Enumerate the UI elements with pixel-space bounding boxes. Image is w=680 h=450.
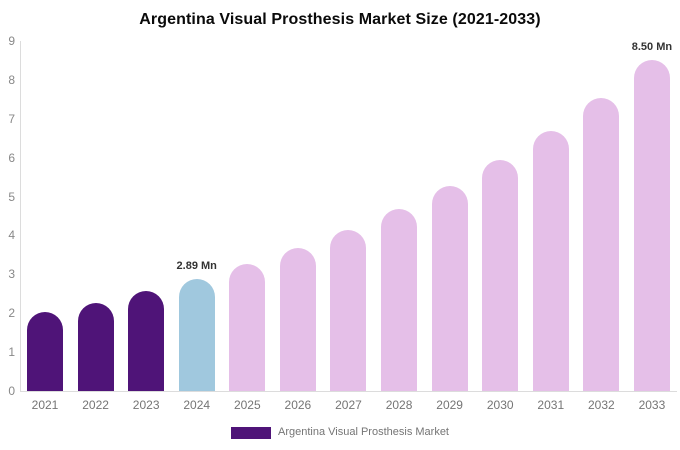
bar-2024[interactable] [178, 278, 215, 391]
x-tick-2026: 2026 [284, 398, 312, 412]
x-axis-tick-labels: 2021 2022 2023 2024 2025 2026 2027 2028 2029 2030… [21, 398, 676, 412]
y-tick-0: 0 [8, 384, 15, 398]
x-tick-2022: 2022 [82, 398, 109, 412]
y-tick-6: 6 [8, 150, 15, 165]
bar-column-2033: 8.50 Mn [628, 41, 676, 391]
bar-2021[interactable] [27, 312, 63, 391]
bar-column-2027 [324, 41, 372, 391]
legend[interactable]: Argentina Visual Prosthesis Market [0, 426, 680, 439]
bar-2032[interactable] [583, 98, 620, 391]
bar-column-2023 [122, 41, 170, 391]
x-tick-2028: 2028 [385, 398, 413, 412]
y-tick-9: 9 [8, 34, 15, 48]
y-tick-1: 1 [8, 345, 15, 360]
x-tick-2030: 2030 [486, 398, 514, 412]
x-tick-2024: 2024 [183, 398, 211, 412]
x-tick-2032: 2032 [588, 398, 615, 412]
bar-2022[interactable] [77, 302, 114, 391]
bar-2023[interactable] [128, 291, 165, 391]
bar-column-2022 [72, 41, 120, 391]
bar-2028[interactable] [381, 209, 418, 391]
bar-column-2026 [274, 41, 322, 391]
value-label-2024: 2.89 Mn [176, 259, 217, 272]
y-tick-7: 7 [8, 111, 15, 126]
bar-column-2021 [21, 41, 69, 391]
bar-column-2031 [527, 41, 575, 391]
x-tick-2023: 2023 [132, 398, 160, 412]
y-tick-3: 3 [8, 267, 15, 282]
y-tick-8: 8 [8, 72, 15, 87]
x-tick-2033: 2033 [638, 398, 666, 412]
x-tick-2025: 2025 [233, 398, 261, 412]
bar-2033[interactable] [633, 60, 670, 391]
y-axis-line [20, 41, 21, 392]
bar-2026[interactable] [279, 248, 316, 391]
bar-column-2024: 2.89 Mn [173, 41, 221, 391]
x-tick-2031: 2031 [537, 398, 565, 412]
x-tick-2027: 2027 [335, 398, 362, 412]
bar-column-2028 [375, 41, 423, 391]
bar-2025[interactable] [229, 264, 266, 391]
bar-2030[interactable] [482, 160, 519, 391]
bar-column-2030 [476, 41, 524, 391]
y-tick-2: 2 [8, 306, 15, 321]
x-axis-line [20, 391, 677, 392]
x-tick-2029: 2029 [436, 398, 463, 412]
chart-title: Argentina Visual Prosthesis Market Size … [139, 11, 541, 28]
bar-column-2029 [426, 41, 474, 391]
bar-2027[interactable] [330, 230, 367, 391]
bar-column-2025 [223, 41, 271, 391]
bar-2031[interactable] [532, 131, 569, 391]
bar-column-2032 [577, 41, 625, 391]
y-tick-5: 5 [8, 189, 15, 204]
bar-2029[interactable] [431, 186, 468, 391]
legend-swatch [231, 426, 271, 439]
value-label-2033: 8.50 Mn [631, 41, 673, 54]
plot-area: 2.89 Mn 8.50 Mn [21, 41, 676, 391]
legend-label: Argentina Visual Prosthesis Market [278, 426, 449, 438]
x-tick-2021: 2021 [31, 398, 59, 412]
y-tick-4: 4 [8, 228, 15, 243]
